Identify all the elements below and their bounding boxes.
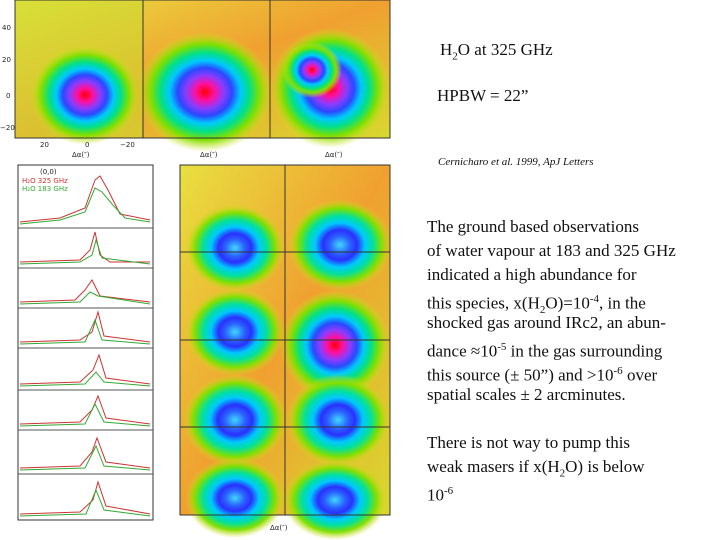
map-blob xyxy=(185,204,285,292)
tick-label: 0 xyxy=(85,141,89,149)
text-run: of water vapour at 183 and 325 GHz xyxy=(427,241,676,260)
tick-label: −20 xyxy=(0,124,15,132)
superscript: -4 xyxy=(589,293,600,305)
slide-title: H2O at 325 GHz xyxy=(440,38,553,62)
citation: Cernicharo et al. 1999, ApJ Letters xyxy=(438,156,594,168)
axis-label: Δα(″) xyxy=(270,524,288,532)
text-run: in the gas surrounding xyxy=(506,341,663,361)
map-blob xyxy=(185,458,285,538)
map-blob xyxy=(280,290,390,400)
text-line: of water vapour at 183 and 325 GHz xyxy=(427,239,676,263)
text-run: , in the xyxy=(599,293,646,313)
text-line: this source (± 50”) and >10-6 over xyxy=(427,359,676,385)
text-line: dance ≈10-5 in the gas surrounding xyxy=(427,335,676,361)
paragraph: There is not way to pump this weak masers… xyxy=(427,431,644,505)
subscript: 2 xyxy=(452,50,458,63)
text-run: O)=10 xyxy=(545,293,590,313)
legend-label: (0,0) xyxy=(40,168,57,176)
tick-label: −20 xyxy=(120,141,135,149)
text-line: 10-6 xyxy=(427,479,644,505)
text-run: weak masers if x(H xyxy=(427,457,560,476)
traces xyxy=(19,175,151,517)
text-run: indicated a high abundance for xyxy=(427,265,637,284)
map-blob xyxy=(185,288,285,376)
text-run: O at 325 GHz xyxy=(457,40,553,59)
text-run: H xyxy=(440,40,453,59)
tick-label: 40 xyxy=(2,24,11,32)
text-line: shocked gas around IRc2, an abun- xyxy=(427,311,676,335)
text-line: There is not way to pump this xyxy=(427,431,644,455)
frame xyxy=(179,164,391,516)
text-run: this species, x(H xyxy=(427,293,540,313)
panel-dividers xyxy=(18,227,153,475)
axis-label: Δα(″) xyxy=(72,151,90,159)
tick-label: 0 xyxy=(6,92,10,100)
subscript: 2 xyxy=(559,467,566,480)
text-run: dance ≈10 xyxy=(427,341,498,361)
subscript: 2 xyxy=(539,304,546,317)
text-line: weak masers if x(H2O) is below xyxy=(427,455,644,479)
beam: HPBW = 22” xyxy=(437,86,529,105)
axis-label: Δα(″) xyxy=(325,151,343,159)
bottom-maps: Δα(″) xyxy=(179,164,392,540)
legend-label: H₂O 183 GHz xyxy=(22,185,68,193)
superscript: -6 xyxy=(613,365,623,377)
paragraph: The ground based observations of water va… xyxy=(427,215,676,407)
superscript: -5 xyxy=(497,341,507,353)
map-blob xyxy=(137,32,273,152)
axis-label: Δα(″) xyxy=(200,151,218,159)
spectra: (0,0) H₂O 325 GHz H₂O 183 GHz xyxy=(17,164,154,521)
map-blob xyxy=(283,460,387,540)
text-run: spatial scales ± 2 arcminutes. xyxy=(427,385,626,404)
text-line: this species, x(H2O)=10-4, in the xyxy=(427,287,676,316)
text-run: over xyxy=(622,365,658,385)
text-run: O) is below xyxy=(565,457,645,476)
text-line: The ground based observations xyxy=(427,215,676,239)
superscript: -6 xyxy=(444,485,454,497)
map-blob xyxy=(282,42,342,98)
map-blob xyxy=(288,199,392,291)
legend-label: H₂O 325 GHz xyxy=(22,177,68,185)
top-maps: 40 20 0 −20 20 0 −20 Δα(″) Δα(″) Δα(″) xyxy=(0,0,391,159)
map-blob xyxy=(30,45,140,145)
tick-label: 20 xyxy=(40,141,49,149)
text-line: spatial scales ± 2 arcminutes. xyxy=(427,383,676,407)
figures: 40 20 0 −20 20 0 −20 Δα(″) Δα(″) Δα(″) xyxy=(0,0,392,540)
map-blob xyxy=(183,374,287,466)
text-run: The ground based observations xyxy=(427,217,639,236)
tick-label: 20 xyxy=(2,56,11,64)
text-run: shocked gas around IRc2, an abun- xyxy=(427,313,666,332)
text-line: indicated a high abundance for xyxy=(427,263,676,287)
text-run: this source (± 50”) and >10 xyxy=(427,365,614,385)
text-run: 10 xyxy=(427,485,444,505)
text-run: There is not way to pump this xyxy=(427,433,631,452)
map-blob xyxy=(286,374,390,466)
frame xyxy=(14,0,391,139)
